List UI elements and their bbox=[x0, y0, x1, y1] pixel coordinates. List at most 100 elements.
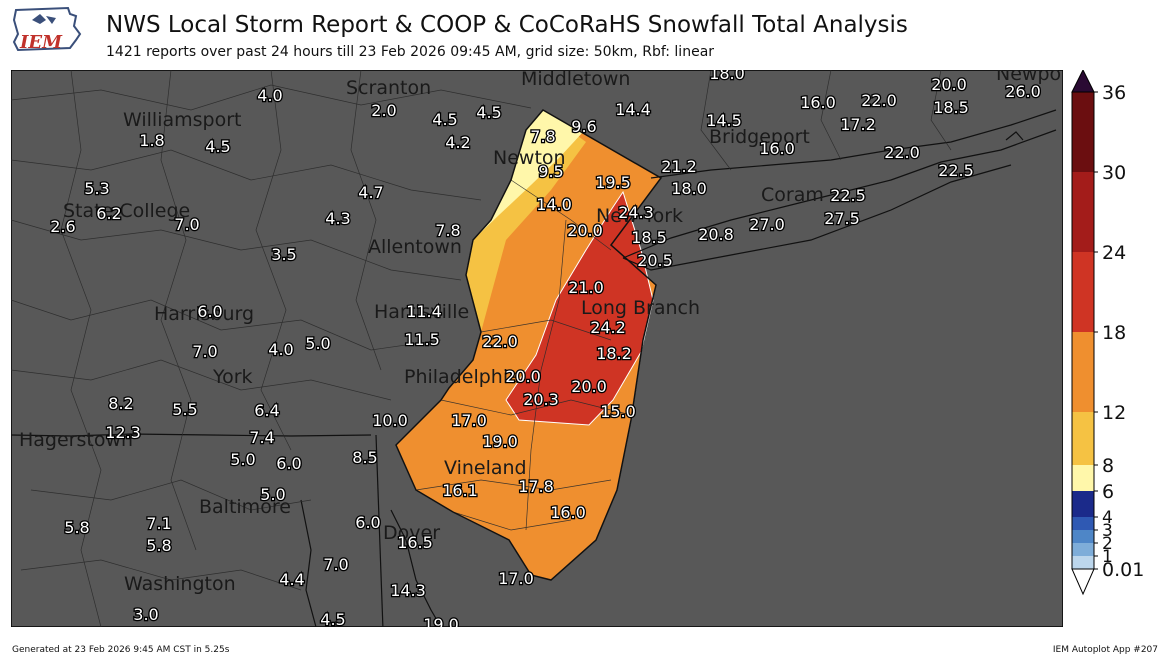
report-value: 16.5 bbox=[397, 533, 433, 552]
place-label: New York bbox=[596, 205, 683, 227]
report-value: 20.0 bbox=[567, 221, 603, 240]
report-value: 19.0 bbox=[482, 432, 518, 451]
report-value: 20.0 bbox=[931, 75, 967, 94]
report-value: 5.0 bbox=[230, 450, 255, 469]
place-label: Long Branch bbox=[581, 297, 700, 319]
shade-8-12 bbox=[466, 110, 586, 332]
report-value: 2.0 bbox=[371, 101, 396, 120]
colorbar-tick-label: 0.01 bbox=[1102, 559, 1144, 581]
place-label: Philadelphia bbox=[404, 366, 520, 388]
iem-logo: IEM bbox=[12, 6, 82, 53]
report-value: 22.0 bbox=[482, 332, 518, 351]
report-value: 22.5 bbox=[938, 161, 974, 180]
report-value: 20.5 bbox=[637, 251, 673, 270]
report-value: 4.5 bbox=[476, 103, 501, 122]
report-value: 18.5 bbox=[933, 98, 969, 117]
chart-title: NWS Local Storm Report & COOP & CoCoRaHS… bbox=[106, 12, 908, 38]
report-value: 21.0 bbox=[568, 278, 604, 297]
report-value: 7.0 bbox=[174, 215, 199, 234]
report-value: 14.3 bbox=[390, 581, 426, 600]
colorbar-tick-label: 3 bbox=[1102, 521, 1113, 541]
report-value: 2.6 bbox=[50, 217, 75, 236]
report-value: 18.0 bbox=[709, 70, 745, 83]
report-value: 18.5 bbox=[631, 228, 667, 247]
report-value: 5.3 bbox=[84, 179, 109, 198]
place-label: Baltimore bbox=[199, 496, 291, 518]
report-value: 6.0 bbox=[276, 454, 301, 473]
footer-app: IEM Autoplot App #207 bbox=[1052, 645, 1158, 655]
report-value: 4.0 bbox=[268, 340, 293, 359]
report-value: 4.5 bbox=[320, 610, 345, 627]
place-label: Washington bbox=[124, 573, 236, 595]
chart-subtitle: 1421 reports over past 24 hours till 23 … bbox=[106, 44, 715, 60]
report-value: 20.8 bbox=[698, 225, 734, 244]
report-value: 1.8 bbox=[139, 131, 164, 150]
place-label: Coram bbox=[761, 184, 824, 206]
report-value: 17.2 bbox=[840, 115, 876, 134]
colorbar-tick-label: 30 bbox=[1102, 162, 1126, 184]
report-value: 14.5 bbox=[706, 111, 742, 130]
colorbar-tick-label: 2 bbox=[1102, 534, 1113, 554]
report-value: 27.0 bbox=[749, 215, 785, 234]
report-value: 26.0 bbox=[1005, 82, 1041, 101]
report-value: 14.4 bbox=[615, 100, 651, 119]
report-value: 5.0 bbox=[260, 485, 285, 504]
report-value: 5.0 bbox=[305, 334, 330, 353]
colorbar-tick-label: 6 bbox=[1102, 481, 1114, 503]
place-labels: Scranton Middletown Newport Williamsport… bbox=[19, 70, 1063, 595]
report-value: 4.0 bbox=[257, 86, 282, 105]
report-value: 6.4 bbox=[254, 401, 279, 420]
place-label: Harrisburg bbox=[154, 303, 254, 325]
report-value: 3.0 bbox=[133, 605, 158, 624]
place-label: Bridgeport bbox=[709, 126, 810, 148]
snowfall-map[interactable]: Scranton Middletown Newport Williamsport… bbox=[11, 70, 1063, 627]
colorbar-tick-label: 24 bbox=[1102, 242, 1126, 264]
report-value: 19.0 bbox=[423, 615, 459, 627]
report-value: 11.5 bbox=[404, 330, 440, 349]
report-value: 7.4 bbox=[249, 428, 274, 447]
place-label: Hagerstown bbox=[19, 429, 133, 451]
report-value: 16.0 bbox=[550, 503, 586, 522]
colorbar-segments bbox=[1071, 70, 1095, 596]
report-value: 7.8 bbox=[435, 221, 460, 240]
colorbar-tick-label: 8 bbox=[1102, 455, 1114, 477]
report-value: 20.0 bbox=[505, 367, 541, 386]
report-value: 4.7 bbox=[358, 183, 383, 202]
report-value: 6.0 bbox=[197, 302, 222, 321]
place-label: Harrisville bbox=[374, 301, 469, 323]
report-value: 27.5 bbox=[824, 209, 860, 228]
colorbar-tick-label: 1 bbox=[1102, 547, 1113, 567]
report-value: 4.5 bbox=[205, 137, 230, 156]
report-value: 15.0 bbox=[600, 402, 636, 421]
place-label: York bbox=[212, 366, 253, 388]
report-value: 3.5 bbox=[271, 245, 296, 264]
report-value: 16.0 bbox=[759, 139, 795, 158]
report-value: 9.5 bbox=[538, 162, 563, 181]
report-value: 16.0 bbox=[800, 93, 836, 112]
report-values: 18.0 20.0 26.0 4.0 2.0 4.5 4.5 14.4 16.0… bbox=[49, 70, 1042, 627]
report-value: 17.8 bbox=[518, 477, 554, 496]
report-value: 4.2 bbox=[445, 133, 470, 152]
report-value: 5.5 bbox=[172, 400, 197, 419]
coastlines bbox=[11, 109, 1057, 627]
report-value: 7.0 bbox=[192, 342, 217, 361]
report-value: 4.4 bbox=[279, 570, 304, 589]
place-label: Allentown bbox=[368, 236, 462, 258]
report-value: 5.8 bbox=[64, 518, 89, 537]
report-value: 6.0 bbox=[355, 513, 380, 532]
report-value: 4.5 bbox=[432, 110, 457, 129]
colorbar-ticks bbox=[1094, 91, 1098, 570]
place-label: State College bbox=[63, 200, 190, 222]
place-label: Newton bbox=[493, 147, 566, 169]
report-value: 19.5 bbox=[595, 173, 631, 192]
colorbar: 36 30 24 18 12 8 6 4 3 2 1 0.01 bbox=[1071, 70, 1144, 596]
report-value: 18.0 bbox=[671, 179, 707, 198]
report-value: 5.8 bbox=[146, 536, 171, 555]
report-value: 21.2 bbox=[661, 157, 697, 176]
report-value: 4.3 bbox=[325, 209, 350, 228]
report-value: 22.0 bbox=[861, 91, 897, 110]
report-value: 24.3 bbox=[618, 203, 654, 222]
report-value: 18.2 bbox=[596, 344, 632, 363]
report-value: 7.0 bbox=[323, 555, 348, 574]
report-value: 12.3 bbox=[105, 423, 141, 442]
